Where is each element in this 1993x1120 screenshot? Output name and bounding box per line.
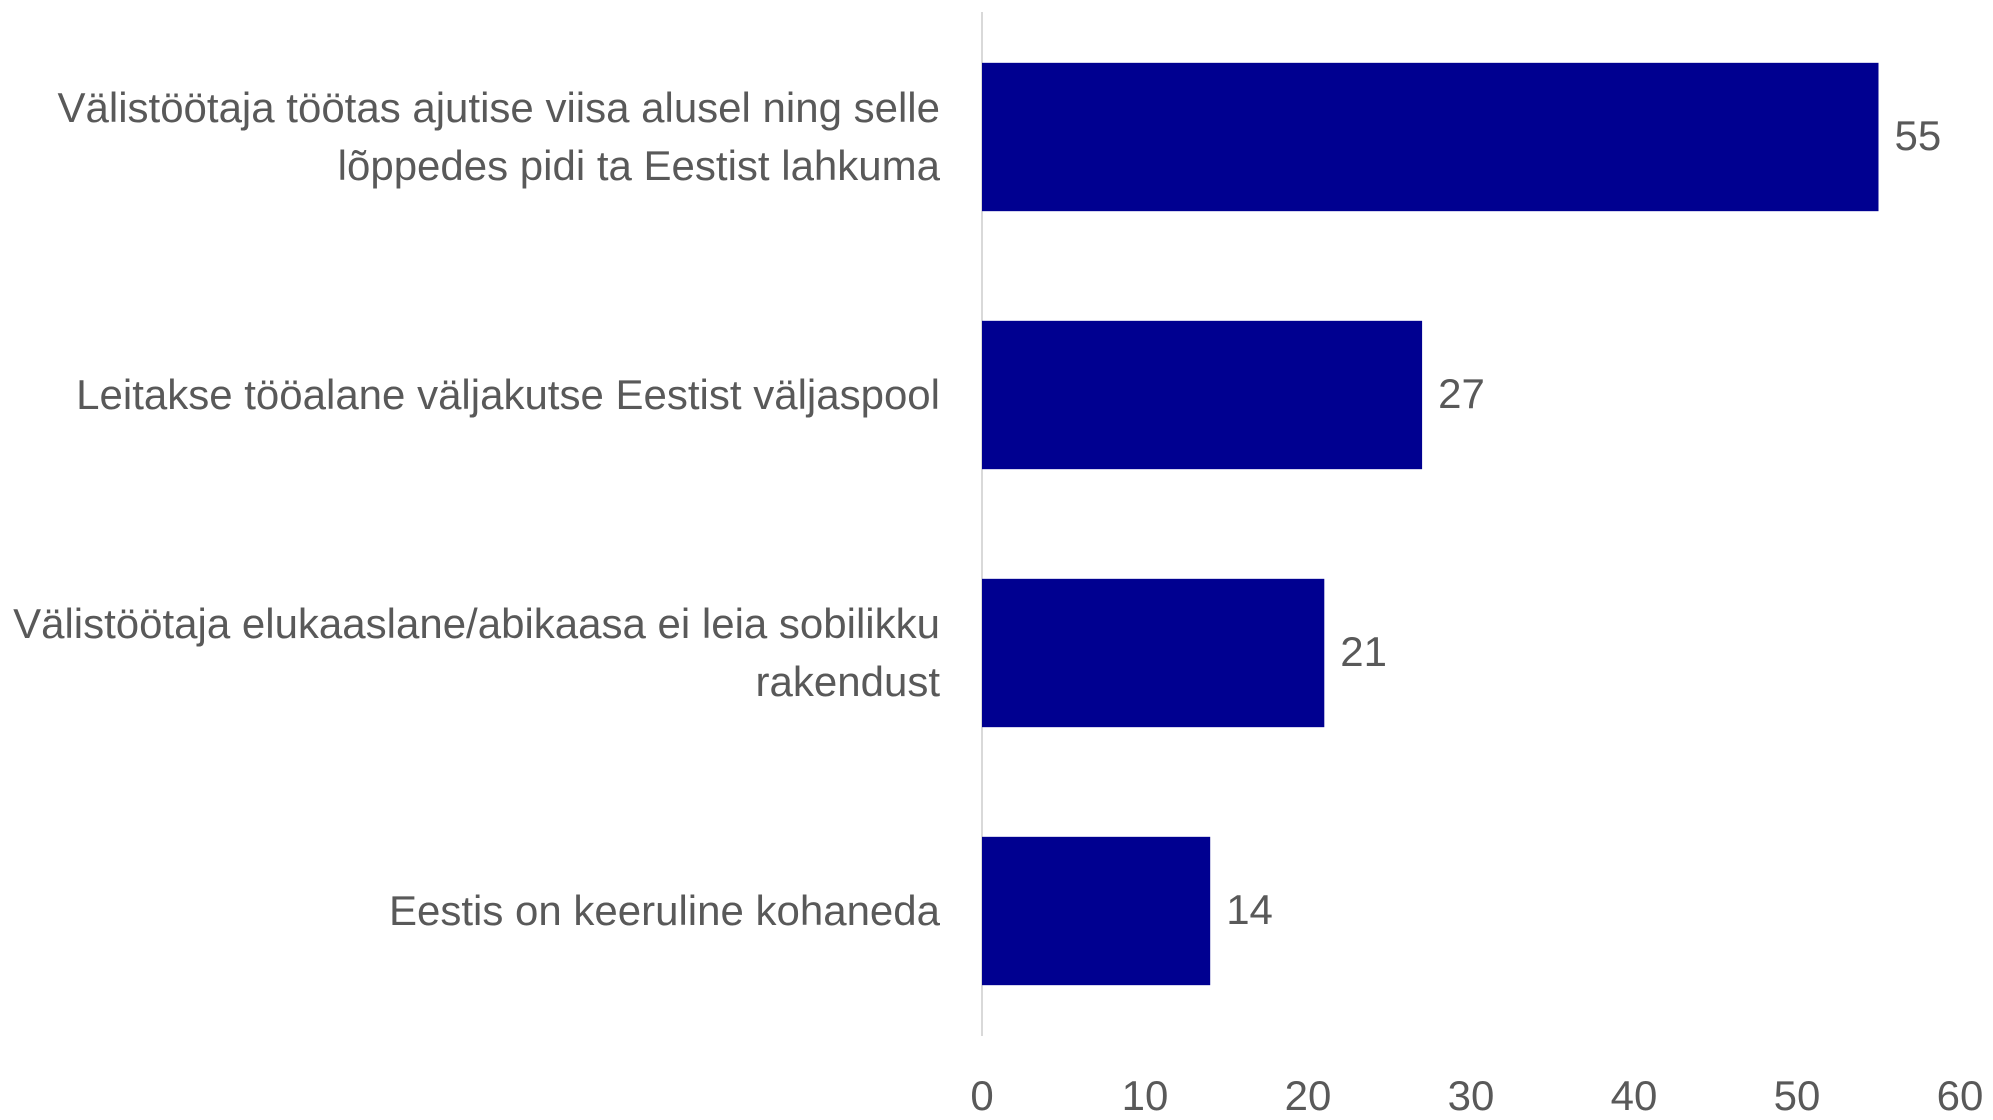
bar [982,836,1211,986]
x-tick-label: 60 [1937,1072,1984,1119]
bar [982,320,1423,470]
value-label: 14 [1226,886,1273,933]
value-label: 55 [1895,112,1942,159]
x-tick-label: 0 [970,1072,993,1119]
x-tick-label: 30 [1448,1072,1495,1119]
x-tick-label: 40 [1611,1072,1658,1119]
category-label: Välistöötaja elukaaslane/abikaasa ei lei… [13,600,940,705]
category-label: Eestis on keeruline kohaneda [388,887,940,934]
category-label: Leitakse tööalane väljakutse Eestist väl… [76,371,940,418]
value-label: 27 [1438,370,1485,417]
bar [982,62,1879,212]
category-label: Välistöötaja töötas ajutise viisa alusel… [57,84,940,189]
x-tick-label: 20 [1285,1072,1332,1119]
bar [982,578,1325,728]
value-label: 21 [1340,628,1387,675]
x-tick-label: 50 [1774,1072,1821,1119]
x-tick-label: 10 [1122,1072,1169,1119]
